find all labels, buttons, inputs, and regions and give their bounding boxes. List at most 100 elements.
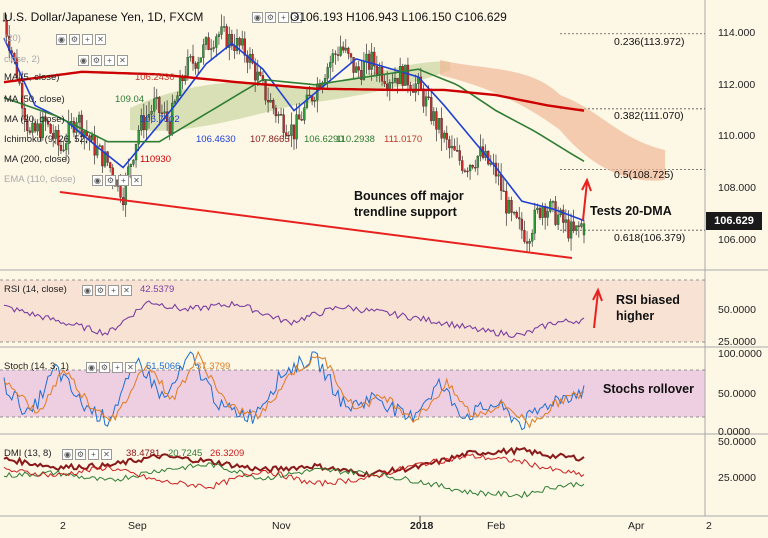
candle-body <box>272 100 275 109</box>
candle-body <box>23 108 26 120</box>
candle-body <box>582 223 586 236</box>
candle-body <box>202 44 205 58</box>
candle-body <box>197 61 200 69</box>
candle-body <box>59 145 63 151</box>
annotation-tests-dma: Tests 20-DMA <box>590 204 672 218</box>
candle-body <box>448 139 451 149</box>
dmi-layer <box>3 446 585 499</box>
x-tick-4: Feb <box>487 520 506 532</box>
candle-body <box>461 160 464 171</box>
candle-body <box>241 38 244 46</box>
dmi-value-3: 26.3209 <box>210 448 245 459</box>
fib-label-2: 0.5(108.725) <box>614 169 674 181</box>
header-icons[interactable]: ◉ ⚙ + ✕ <box>252 12 302 23</box>
candle-body <box>567 219 570 239</box>
candle-body <box>370 51 373 70</box>
legend-icons-ema[interactable]: ◉ ⚙ + ✕ <box>92 175 142 186</box>
candle-body <box>525 241 529 244</box>
candle-body <box>404 64 407 86</box>
candle-body <box>36 123 39 132</box>
candle-body <box>137 129 140 145</box>
rsi-icons[interactable]: ◉ ⚙ + ✕ <box>82 285 132 296</box>
support-trendline <box>59 191 573 259</box>
candle-body <box>401 66 404 86</box>
candle-body <box>204 37 208 45</box>
price-tick-1: 112.000 <box>718 79 756 91</box>
candle-body <box>70 121 73 123</box>
candle-body <box>209 48 213 50</box>
candle-body <box>62 149 65 152</box>
candle-body <box>243 38 246 56</box>
candle-body <box>432 111 435 121</box>
candle-body <box>155 96 158 99</box>
stoch-value-2: 37.3799 <box>196 361 231 372</box>
dmi-value-1: 38.4781 <box>126 448 161 459</box>
candle-body <box>569 221 573 239</box>
candle-body <box>20 83 24 109</box>
candle-body <box>575 225 578 231</box>
candle-body <box>225 26 228 48</box>
candle-body <box>463 170 467 172</box>
candle-body <box>290 124 293 136</box>
candle-body <box>523 230 526 242</box>
candle-body <box>549 201 552 212</box>
rsi-label: RSI (14, close) <box>4 284 67 295</box>
fib-label-1: 0.382(111.070) <box>614 110 684 122</box>
legend-icons-2[interactable]: ◉ ⚙ + ✕ <box>78 55 128 66</box>
candle-body <box>220 26 223 35</box>
candle-body <box>207 37 210 50</box>
dmi-plus-di-line <box>3 462 585 499</box>
candle-body <box>510 200 513 213</box>
candle-body <box>427 96 430 98</box>
x-tick-5: Apr <box>628 520 645 532</box>
candle-body <box>342 46 345 51</box>
candle-body <box>538 207 542 218</box>
candle-body <box>349 53 353 58</box>
candle-body <box>256 71 259 81</box>
annotation-stoch: Stochs rollover <box>603 382 694 396</box>
candle-body <box>235 38 239 52</box>
stoch-icons[interactable]: ◉ ⚙ + ✕ <box>86 362 136 373</box>
candle-body <box>339 46 342 56</box>
candle-body <box>551 201 555 203</box>
ma-line-ma-50-close- <box>3 68 585 163</box>
candle-body <box>57 130 60 146</box>
dmi-icons[interactable]: ◉ ⚙ + ✕ <box>62 449 112 460</box>
candle-body <box>507 200 511 214</box>
candle-body <box>217 34 221 37</box>
candle-body <box>334 53 337 55</box>
price-tick-3: 108.000 <box>718 182 756 194</box>
candle-body <box>300 119 303 121</box>
candle-body <box>564 219 568 223</box>
candle-body <box>393 77 397 83</box>
legend-ma20-value: 106.7502 <box>140 114 180 125</box>
rsi-layer <box>3 300 585 339</box>
candle-body <box>44 116 47 122</box>
x-tick-3: 2018 <box>410 520 434 532</box>
candle-body <box>189 56 192 58</box>
candle-body <box>406 64 410 86</box>
candle-body <box>572 221 575 231</box>
rsi-tick-25: 25.0000 <box>718 336 756 348</box>
candle-body <box>46 121 50 125</box>
candle-body <box>106 151 109 163</box>
legend-ichimoku-v4: 110.2938 <box>336 134 375 145</box>
candle-body <box>362 61 366 80</box>
candle-body <box>191 56 195 64</box>
candle-body <box>383 81 386 85</box>
candle-body <box>422 88 425 107</box>
stoch-k-line <box>3 351 585 431</box>
candle-body <box>489 163 492 165</box>
legend-ichimoku-v3: 106.6290 <box>304 134 344 145</box>
candle-body <box>531 233 534 242</box>
candle-body <box>471 165 474 168</box>
up-arrow-main <box>581 177 592 221</box>
candle-body <box>518 217 521 220</box>
candle-body <box>497 174 500 177</box>
legend-icons-1[interactable]: ◉ ⚙ + ✕ <box>56 34 106 45</box>
candle-body <box>259 71 262 76</box>
candle-body <box>77 114 81 123</box>
candle-body <box>269 100 272 103</box>
candle-body <box>2 19 6 22</box>
candle-body <box>199 57 202 63</box>
